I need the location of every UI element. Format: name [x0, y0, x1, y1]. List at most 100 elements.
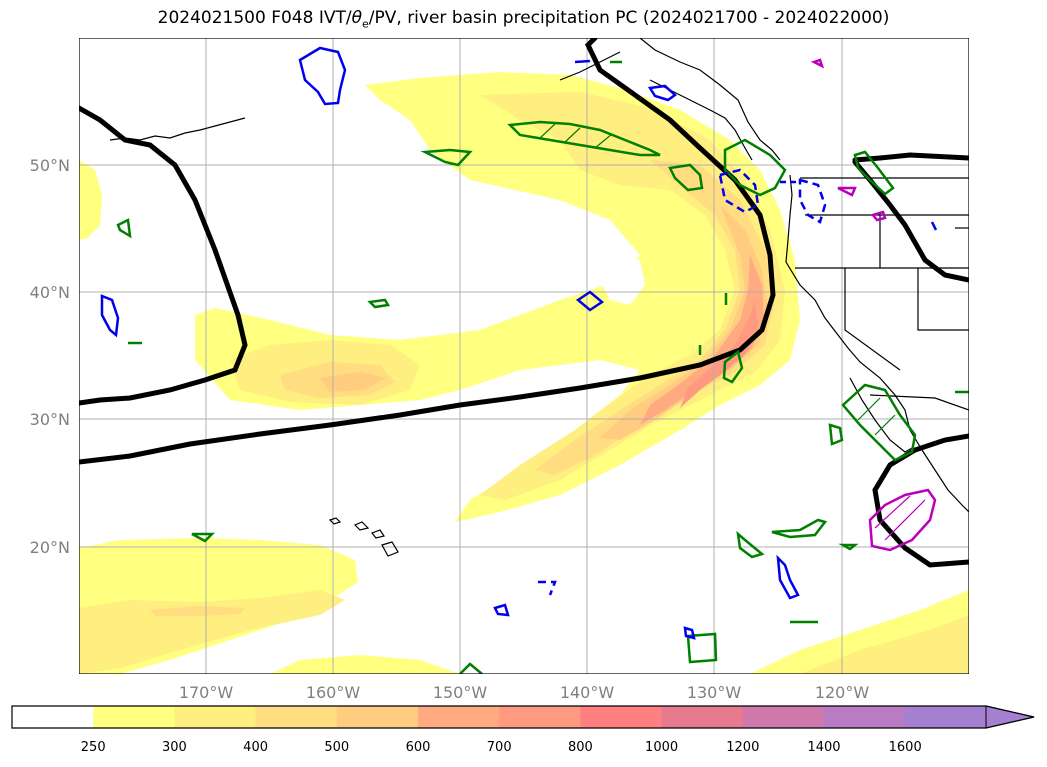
colorbar-tick-label: 700 [487, 740, 512, 755]
green-contour-11 [771, 518, 828, 539]
colorbar-extend-arrow [985, 705, 1035, 729]
colorbar-tick-label: 600 [406, 740, 431, 755]
hawaii-4 [381, 541, 399, 557]
colorbar-ticks: 250 300 400 500 600 700 800 1000 1200 1400 1600 [81, 740, 922, 755]
lon-label-130w: 130°W [687, 683, 742, 702]
mexico-border [869, 394, 969, 411]
blue-contour-9 [930, 221, 938, 231]
colorbar-tick-label: 250 [81, 740, 106, 755]
colorbar-tick-label: 500 [324, 740, 349, 755]
lon-label-140w: 140°W [560, 683, 615, 702]
colorbar-segment [661, 706, 744, 728]
colorbar-tick-label: 1600 [889, 740, 922, 755]
green-contour-6 [853, 150, 895, 196]
baja-coast [849, 377, 913, 453]
blue-contour-5 [493, 603, 510, 617]
colorbar-tick-label: 300 [162, 740, 187, 755]
ivt-250-west [79, 160, 102, 240]
pv-contour-north [79, 105, 248, 406]
lat-labels: 50°N 40°N 30°N 20°N [30, 156, 70, 557]
blue-dashed-1 [718, 168, 760, 214]
alaska-coast [639, 38, 781, 161]
pv-contours [79, 38, 969, 568]
lat-label-30: 30°N [30, 410, 70, 429]
green-contour-14 [686, 632, 718, 664]
blue-contours [100, 46, 938, 640]
colorbar-segment [742, 706, 825, 728]
green-hatch-2 [857, 397, 896, 436]
map-area [79, 38, 969, 674]
lat-label-50: 50°N [30, 156, 70, 175]
coastlines [109, 38, 969, 557]
colorbar-segment [12, 706, 94, 728]
ivt-250-bottom [270, 655, 460, 674]
magenta-contour-2 [837, 186, 857, 197]
blue-contour-4 [776, 554, 800, 600]
bc-coast [649, 79, 753, 161]
blue-contour-7 [574, 59, 591, 64]
theta-subscript: e [362, 17, 369, 31]
green-contour-13 [191, 532, 216, 543]
green-contour-2 [420, 148, 473, 167]
graticule [79, 38, 969, 674]
colorbar-segment [174, 706, 257, 728]
ivt-700-main [680, 300, 758, 408]
green-contour-8 [367, 298, 391, 309]
lon-label-160w: 160°W [306, 683, 361, 702]
alaska-peninsula [559, 51, 621, 81]
colorbar-segments [12, 706, 987, 728]
green-hatch-1 [539, 123, 613, 149]
lon-label-120w: 120°W [815, 683, 870, 702]
green-contour-9 [841, 383, 917, 462]
pv-contour-southeast [872, 433, 969, 568]
colorbar-segment [255, 706, 338, 728]
colorbar-tick-label: 1400 [807, 740, 840, 755]
title-suffix: /PV, river basin precipitation PC (20240… [368, 8, 890, 28]
green-contour-16 [838, 543, 859, 551]
hawaii-1 [328, 517, 342, 525]
blue-contour-6 [683, 626, 696, 640]
green-contour-15 [459, 662, 483, 674]
green-contour-5 [723, 138, 787, 197]
blue-contour-3 [575, 290, 605, 312]
colorbar-segment [905, 706, 987, 728]
green-contour-1 [507, 120, 661, 157]
colorbar-segment [418, 706, 500, 728]
us-west-coast [785, 174, 969, 513]
state-border-4 [917, 268, 969, 331]
colorbar-segment [499, 706, 581, 728]
green-contour-7 [722, 349, 744, 384]
colorbar-tick-label: 1000 [645, 740, 678, 755]
lat-label-20: 20°N [30, 538, 70, 557]
blue-dashed-2 [798, 178, 827, 224]
colorbar-segment [580, 706, 663, 728]
lon-labels: 170°W 160°W 150°W 140°W 130°W 120°W [179, 683, 870, 702]
lat-label-40: 40°N [30, 283, 70, 302]
magenta-hatch [874, 495, 926, 541]
ivt-400-south [150, 606, 245, 616]
colorbar-segment [93, 706, 175, 728]
lon-label-170w: 170°W [179, 683, 234, 702]
ivt-500-mid [320, 372, 385, 392]
state-border-6 [844, 268, 901, 371]
colorbar-segment [336, 706, 419, 728]
magenta-contour-3 [870, 210, 887, 222]
magenta-contour-1 [868, 488, 937, 552]
green-contour-12 [736, 530, 765, 559]
pv-contour-northeast [852, 152, 969, 163]
hawaii-2 [353, 521, 370, 531]
green-contour-3 [116, 218, 132, 239]
blue-contour-1 [298, 46, 347, 106]
colorbar-outline [11, 705, 1035, 729]
hawaii-3 [371, 529, 385, 539]
title-prefix: 2024021500 F048 IVT/ [157, 8, 352, 28]
theta-symbol: θ [351, 8, 362, 28]
magenta-contour-4 [810, 58, 825, 69]
ivt-shading [79, 72, 969, 674]
magenta-contours [810, 58, 937, 552]
ivt-300-south [79, 590, 345, 674]
green-contour-10 [828, 423, 844, 446]
blue-contour-8 [647, 84, 677, 102]
figure-title: 2024021500 F048 IVT/θe/PV, river basin p… [0, 8, 1047, 30]
